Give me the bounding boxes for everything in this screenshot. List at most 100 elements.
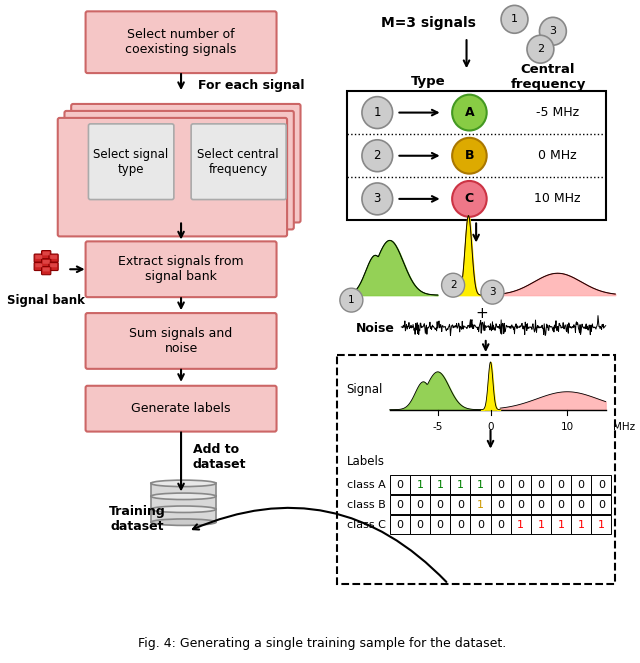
Bar [551, 515, 571, 534]
FancyBboxPatch shape [43, 268, 50, 271]
Text: class A: class A [347, 480, 385, 490]
FancyBboxPatch shape [86, 313, 276, 369]
Circle shape [501, 5, 528, 33]
FancyBboxPatch shape [34, 263, 44, 271]
Bar [450, 475, 470, 495]
FancyBboxPatch shape [50, 255, 57, 259]
Bar [551, 495, 571, 514]
Text: 0: 0 [557, 500, 564, 510]
Text: C: C [465, 192, 474, 206]
Bar [390, 475, 410, 495]
Bar [347, 91, 605, 221]
Text: 0: 0 [396, 520, 403, 530]
Bar [490, 475, 511, 495]
FancyBboxPatch shape [49, 254, 58, 262]
FancyBboxPatch shape [65, 111, 294, 229]
Bar [470, 495, 490, 514]
Text: 1: 1 [436, 480, 444, 490]
Bar [470, 475, 490, 495]
Text: Extract signals from
signal bank: Extract signals from signal bank [118, 255, 244, 283]
Text: 1: 1 [578, 520, 585, 530]
Text: 0: 0 [436, 520, 444, 530]
Circle shape [340, 288, 363, 312]
Text: 0: 0 [578, 480, 585, 490]
FancyBboxPatch shape [35, 263, 42, 267]
Bar [151, 483, 216, 497]
Text: 0: 0 [497, 480, 504, 490]
Circle shape [452, 95, 486, 131]
FancyBboxPatch shape [86, 11, 276, 73]
FancyBboxPatch shape [43, 260, 50, 264]
Text: A: A [465, 106, 474, 119]
Circle shape [362, 97, 393, 129]
Text: 0 MHz: 0 MHz [538, 149, 577, 162]
Bar [337, 355, 615, 584]
Text: 1: 1 [511, 15, 518, 25]
Text: 0: 0 [538, 480, 545, 490]
Bar [151, 497, 216, 509]
Text: 0: 0 [477, 520, 484, 530]
Text: Noise: Noise [356, 322, 395, 335]
Bar [571, 495, 591, 514]
Circle shape [452, 181, 486, 217]
Text: B: B [465, 149, 474, 162]
Bar [390, 495, 410, 514]
Text: 0: 0 [396, 480, 403, 490]
FancyBboxPatch shape [43, 252, 50, 255]
Bar [511, 515, 531, 534]
Bar [410, 495, 430, 514]
Text: Generate labels: Generate labels [131, 402, 231, 415]
Text: -5: -5 [433, 422, 443, 432]
Circle shape [442, 273, 465, 297]
Bar [450, 515, 470, 534]
Bar [430, 515, 450, 534]
Text: 0: 0 [517, 500, 524, 510]
FancyBboxPatch shape [35, 255, 42, 259]
Text: class B: class B [347, 500, 385, 510]
Bar [490, 515, 511, 534]
Text: Signal: Signal [347, 383, 383, 396]
Text: 10: 10 [561, 422, 574, 432]
Text: 1: 1 [374, 106, 381, 119]
Bar [511, 495, 531, 514]
Circle shape [362, 140, 393, 172]
Text: +: + [476, 306, 488, 321]
Text: Training
dataset: Training dataset [109, 505, 166, 533]
Text: 0: 0 [497, 520, 504, 530]
Bar [430, 495, 450, 514]
Text: Labels: Labels [347, 455, 385, 468]
Text: Add to
dataset: Add to dataset [193, 444, 246, 471]
Circle shape [362, 183, 393, 215]
Text: 1: 1 [348, 295, 355, 305]
Text: 3: 3 [489, 287, 496, 297]
Bar [551, 475, 571, 495]
Bar [591, 495, 611, 514]
Bar [450, 495, 470, 514]
Text: 0: 0 [598, 480, 605, 490]
Bar [511, 475, 531, 495]
Text: For each signal: For each signal [198, 78, 305, 91]
Text: Select number of
coexisting signals: Select number of coexisting signals [125, 29, 237, 56]
Bar [430, 475, 450, 495]
Text: MHz: MHz [613, 422, 636, 432]
Ellipse shape [151, 506, 216, 512]
FancyBboxPatch shape [88, 124, 174, 200]
Bar [591, 515, 611, 534]
Text: 2: 2 [450, 280, 456, 290]
Bar [591, 475, 611, 495]
FancyBboxPatch shape [58, 118, 287, 237]
Text: 0: 0 [417, 520, 424, 530]
Text: M=3 signals: M=3 signals [381, 17, 476, 30]
Bar [531, 515, 551, 534]
Text: Signal bank: Signal bank [7, 294, 85, 307]
Text: 0: 0 [598, 500, 605, 510]
Text: Select central
frequency: Select central frequency [197, 148, 279, 176]
Text: Sum signals and
noise: Sum signals and noise [129, 327, 233, 355]
Bar [531, 495, 551, 514]
Text: 0: 0 [497, 500, 504, 510]
Bar [490, 495, 511, 514]
Bar [151, 509, 216, 522]
FancyBboxPatch shape [34, 254, 44, 262]
Text: 0: 0 [457, 520, 464, 530]
Text: -5 MHz: -5 MHz [536, 106, 579, 119]
